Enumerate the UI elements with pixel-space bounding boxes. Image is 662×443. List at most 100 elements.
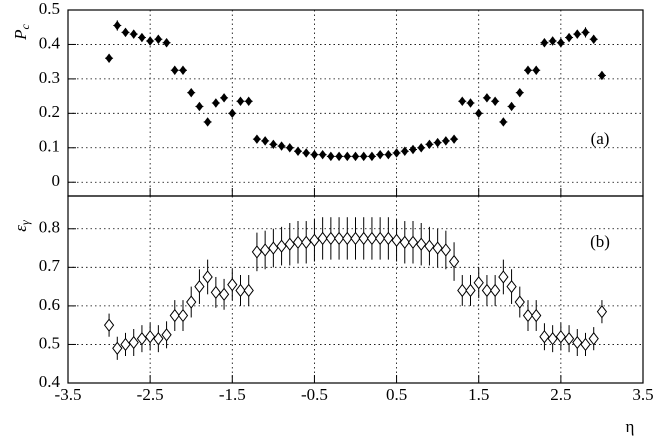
marker [539, 330, 550, 344]
marker [557, 38, 565, 48]
x-tick-label: -3.5 [55, 385, 82, 404]
y-tick-label: 0.6 [39, 295, 60, 314]
marker [145, 330, 156, 344]
marker [284, 237, 295, 251]
marker [103, 318, 115, 332]
marker [375, 231, 386, 246]
marker [531, 308, 542, 323]
marker [407, 235, 419, 249]
marker [588, 331, 599, 346]
marker [212, 98, 220, 108]
marker [195, 101, 204, 112]
marker [136, 331, 148, 346]
marker [440, 243, 451, 257]
marker [392, 148, 401, 158]
marker [549, 36, 557, 46]
y-tick-label: 0.5 [39, 333, 60, 352]
marker [146, 36, 154, 46]
marker [358, 231, 369, 246]
y-tick-label: 0.5 [39, 0, 60, 18]
marker [245, 96, 253, 106]
marker [269, 139, 277, 150]
marker [516, 87, 524, 98]
marker [301, 235, 312, 249]
marker [268, 241, 279, 255]
marker [491, 96, 499, 106]
marker [153, 331, 164, 346]
marker [286, 143, 294, 153]
marker [162, 38, 171, 48]
marker [317, 231, 328, 246]
marker [442, 136, 450, 146]
marker [434, 137, 442, 148]
marker [598, 70, 606, 81]
marker [260, 243, 271, 257]
marker [391, 233, 402, 248]
marker [335, 151, 343, 162]
marker [310, 149, 319, 160]
marker [302, 148, 310, 158]
marker [448, 254, 460, 269]
marker [179, 65, 187, 75]
marker [366, 231, 378, 246]
marker [417, 143, 425, 153]
marker [384, 149, 392, 160]
marker [350, 231, 361, 246]
marker [401, 146, 409, 156]
marker [186, 295, 197, 309]
y-tick-label: 0.7 [39, 256, 61, 275]
marker [218, 287, 230, 301]
marker [580, 337, 591, 352]
x-tick-label: -0.5 [301, 385, 328, 404]
marker [121, 27, 130, 38]
marker [227, 278, 238, 292]
marker [481, 283, 493, 298]
marker [555, 330, 566, 344]
marker [465, 283, 476, 298]
x-axis-label: η [626, 417, 635, 436]
marker [333, 231, 345, 246]
marker [399, 235, 410, 249]
marker [342, 231, 353, 246]
marker [383, 231, 394, 246]
marker [243, 283, 254, 298]
x-tick-label: -2.5 [137, 385, 164, 404]
marker [343, 151, 351, 162]
marker [236, 96, 245, 106]
marker [506, 279, 517, 294]
marker [522, 308, 534, 323]
x-tick-label: 2.5 [550, 385, 571, 404]
marker [325, 231, 336, 246]
y-axis-label: εγ [11, 220, 32, 232]
x-tick-label: 1.5 [468, 385, 489, 404]
marker [276, 239, 287, 253]
marker [171, 65, 179, 75]
marker [194, 279, 205, 294]
marker [138, 32, 146, 43]
marker [458, 96, 466, 106]
y-tick-label: 0.1 [39, 137, 60, 156]
y-axis-label-main: ε [11, 225, 30, 232]
panel-annotation: (b) [590, 232, 610, 251]
marker [130, 29, 138, 39]
marker [112, 341, 123, 355]
marker [368, 151, 376, 162]
marker [251, 245, 263, 259]
marker [540, 38, 549, 48]
marker [572, 335, 583, 350]
marker [596, 304, 608, 319]
marker [532, 65, 540, 75]
marker [483, 93, 491, 103]
marker [475, 108, 483, 119]
marker [450, 134, 458, 144]
marker [187, 87, 195, 98]
marker [581, 27, 590, 38]
marker [507, 101, 516, 112]
marker [466, 98, 475, 108]
marker [120, 337, 131, 352]
marker [490, 283, 501, 298]
marker [590, 34, 598, 44]
x-tick-label: 0.5 [386, 385, 407, 404]
x-tick-label: -1.5 [219, 385, 246, 404]
